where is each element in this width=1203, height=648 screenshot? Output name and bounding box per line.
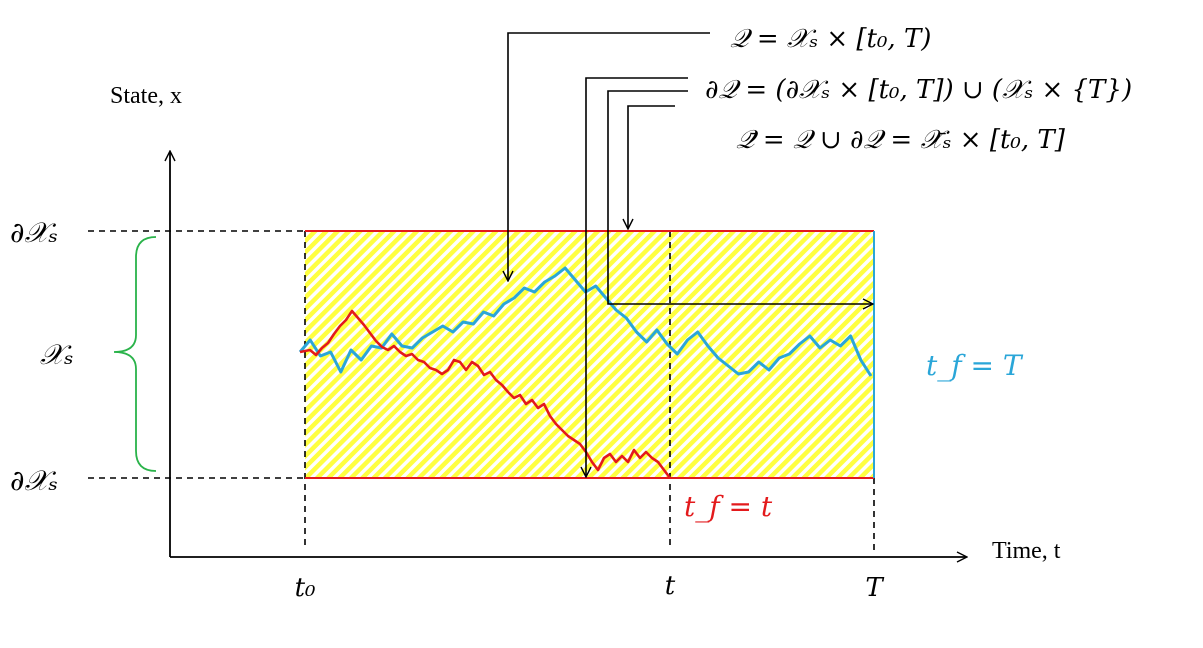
arrow-dQ-right xyxy=(607,90,872,304)
time-t0-label: t₀ xyxy=(295,573,316,603)
time-T-label: T xyxy=(865,573,884,603)
arrow-dQ-bottom xyxy=(586,77,688,476)
red-sample-path xyxy=(299,309,672,479)
domain-brace xyxy=(113,236,157,472)
exit-label-blue: t_f = T xyxy=(926,349,1024,382)
exit-label-red: t_f = t xyxy=(684,490,773,523)
boundary-bottom-label: ∂𝒳ₛ xyxy=(10,464,58,497)
annotation-dQ: ∂𝒬 = (∂𝒳ₛ × [t₀, T]) ∪ (𝒳ₛ × {T}) xyxy=(705,75,1132,105)
annotation-Q: 𝒬 = 𝒳ₛ × [t₀, T) xyxy=(730,24,931,54)
boundary-top-label: ∂𝒳ₛ xyxy=(10,216,58,249)
annotation-Qbar: 𝒬̄ = 𝒬 ∪ ∂𝒬 = 𝒳̄ₛ × [t₀, T] xyxy=(736,125,1066,155)
arrow-Qbar xyxy=(628,105,675,228)
arrow-Q xyxy=(508,32,710,280)
x-axis-label: Time, t xyxy=(992,538,1061,564)
domain-label: 𝒳ₛ xyxy=(40,338,74,371)
time-t-label: t xyxy=(665,571,676,601)
domain-region xyxy=(305,231,874,478)
y-axis-label: State, x xyxy=(110,83,182,109)
